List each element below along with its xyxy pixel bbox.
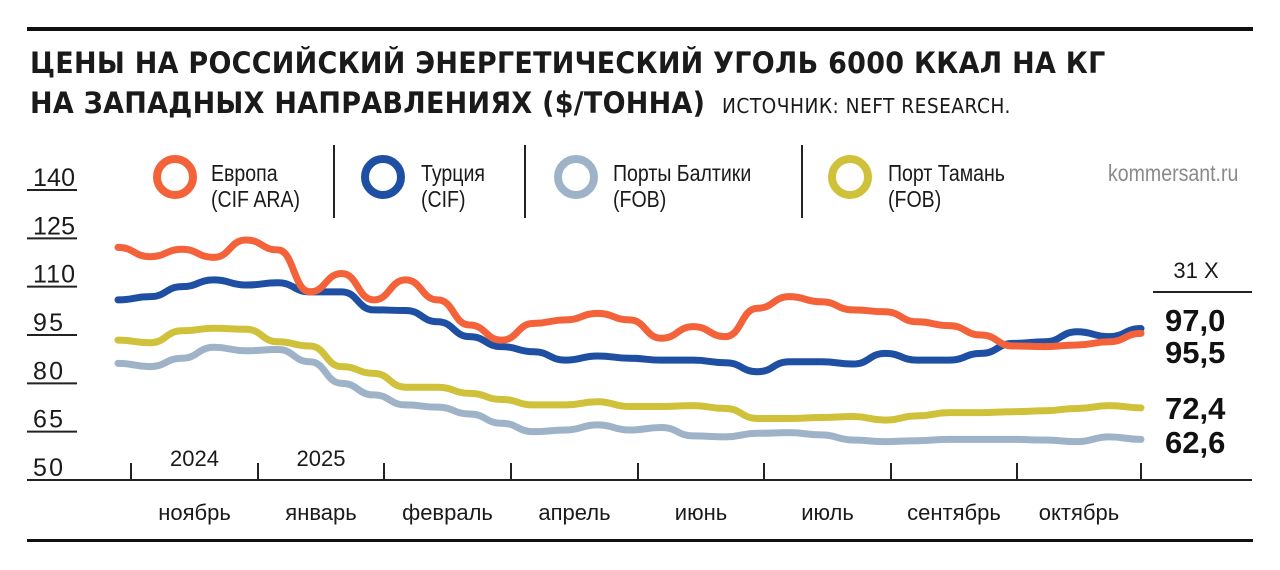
y-tick-label: 125 bbox=[33, 212, 75, 240]
chart-title-line2: НА ЗАПАДНЫХ НАПРАВЛЕНИЯХ ($/ТОННА) ИСТОЧН… bbox=[30, 86, 1011, 120]
series-line-3 bbox=[114, 324, 1145, 424]
brand-watermark: kommersant.ru bbox=[1108, 160, 1239, 186]
legend-turkey-basis: (CIF) bbox=[421, 186, 466, 212]
x-month-label: июнь bbox=[675, 500, 727, 525]
y-tick-label: 65 bbox=[33, 406, 63, 434]
chart-title-line1: ЦЕНЫ НА РОССИЙСКИЙ ЭНЕРГЕТИЧЕСКИЙ УГОЛЬ … bbox=[30, 46, 1106, 80]
legend-europe: Европа (CIF ARA) bbox=[211, 160, 300, 212]
legend-baltic: Порты Балтики (FOB) bbox=[613, 160, 751, 212]
legend-baltic-name: Порты Балтики bbox=[613, 160, 752, 186]
source-note: ИСТОЧНИК: NEFT RESEARCH. bbox=[722, 94, 1011, 118]
y-tick-label: 110 bbox=[33, 261, 75, 289]
series-line-0 bbox=[114, 236, 1145, 351]
x-month-label: январь bbox=[285, 500, 356, 525]
legend-taman-name: Порт Тамань bbox=[888, 160, 1005, 186]
legend-divider bbox=[333, 145, 335, 218]
top-rule bbox=[27, 27, 1253, 31]
x-year-label: 2025 bbox=[297, 446, 346, 471]
y-tick-label: 95 bbox=[33, 309, 63, 337]
chart-title-line2-text: НА ЗАПАДНЫХ НАПРАВЛЕНИЯХ ($/ТОННА) bbox=[30, 86, 706, 120]
legend-divider bbox=[524, 145, 526, 218]
x-month-label: сентябрь bbox=[907, 500, 1001, 525]
y-tick-label: 140 bbox=[33, 164, 75, 192]
legend-baltic-basis: (FOB) bbox=[613, 186, 667, 212]
x-month-label: февраль bbox=[402, 500, 493, 525]
bottom-rule bbox=[27, 539, 1253, 542]
end-value-label: 72,4 bbox=[1165, 391, 1226, 426]
legend-turkey: Турция (CIF) bbox=[421, 160, 485, 212]
x-year-label: 2024 bbox=[170, 446, 219, 471]
end-date-label: 31 X bbox=[1173, 258, 1219, 283]
legend-europe-name: Европа bbox=[211, 160, 278, 186]
y-tick-label: 80 bbox=[33, 357, 63, 385]
x-month-label: ноябрь bbox=[158, 500, 231, 525]
legend-taman: Порт Тамань (FOB) bbox=[888, 160, 1005, 212]
end-value-label: 97,0 bbox=[1165, 303, 1225, 338]
legend-europe-basis: (CIF ARA) bbox=[211, 186, 301, 212]
y-tick-label: 50 bbox=[33, 454, 63, 482]
x-month-label: апрель bbox=[538, 500, 610, 525]
legend-turkey-name: Турция bbox=[421, 160, 485, 186]
legend-taman-basis: (FOB) bbox=[888, 186, 942, 212]
series-line-1 bbox=[114, 276, 1145, 376]
end-value-label: 62,6 bbox=[1165, 425, 1225, 460]
x-month-label: июль bbox=[801, 500, 854, 525]
legend-divider bbox=[801, 145, 803, 218]
x-month-label: октябрь bbox=[1039, 500, 1119, 525]
end-value-label: 95,5 bbox=[1165, 335, 1225, 370]
